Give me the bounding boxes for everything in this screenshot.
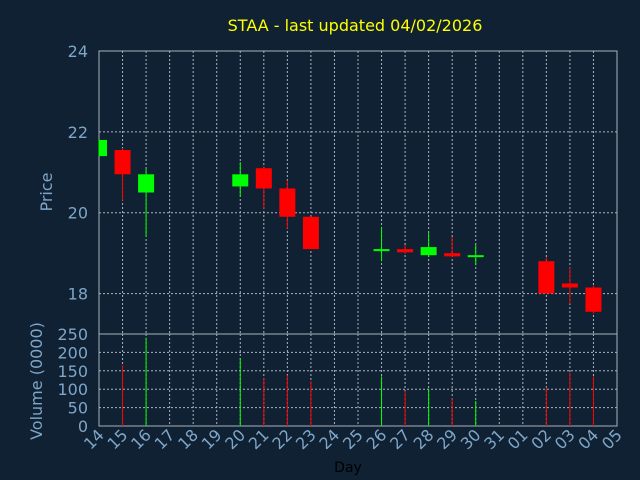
volume-tick-label: 200 [57,343,88,362]
volume-panel-frame [98,333,618,427]
price-panel: 18 20 22 24 [68,42,618,335]
x-tick-label: 05 [598,425,626,453]
candle-body [397,249,414,253]
price-tick-label: 22 [68,123,88,142]
candle-body [561,283,578,288]
y-axis-label: Price [37,172,56,211]
volume-tick-label: 0 [78,417,88,436]
price-tick-label: 24 [68,42,88,61]
candle-body [255,168,272,189]
candle-body [444,253,461,257]
volume-tick-label: 100 [57,380,88,399]
candle-body [538,261,555,294]
candle-body [114,150,131,175]
price-tick-label: 18 [68,285,88,304]
candle-body [138,174,155,193]
candle-body [302,216,319,250]
price-tick-label: 20 [68,204,88,223]
candle-body [232,174,249,187]
candle-body [420,247,437,256]
volume-tick-label: 50 [68,399,88,418]
chart-title: STAA - last updated 04/02/2026 [228,16,483,35]
candle-body [585,287,602,312]
candle-body [279,188,296,217]
volume-tick-label: 250 [57,325,88,344]
candle-body [467,255,484,258]
candle-body [373,249,390,252]
volume-axis-label: Volume (0000) [27,322,46,440]
x-axis-label: Day [334,460,362,476]
volume-tick-label: 150 [57,362,88,381]
candle-body [99,139,107,157]
